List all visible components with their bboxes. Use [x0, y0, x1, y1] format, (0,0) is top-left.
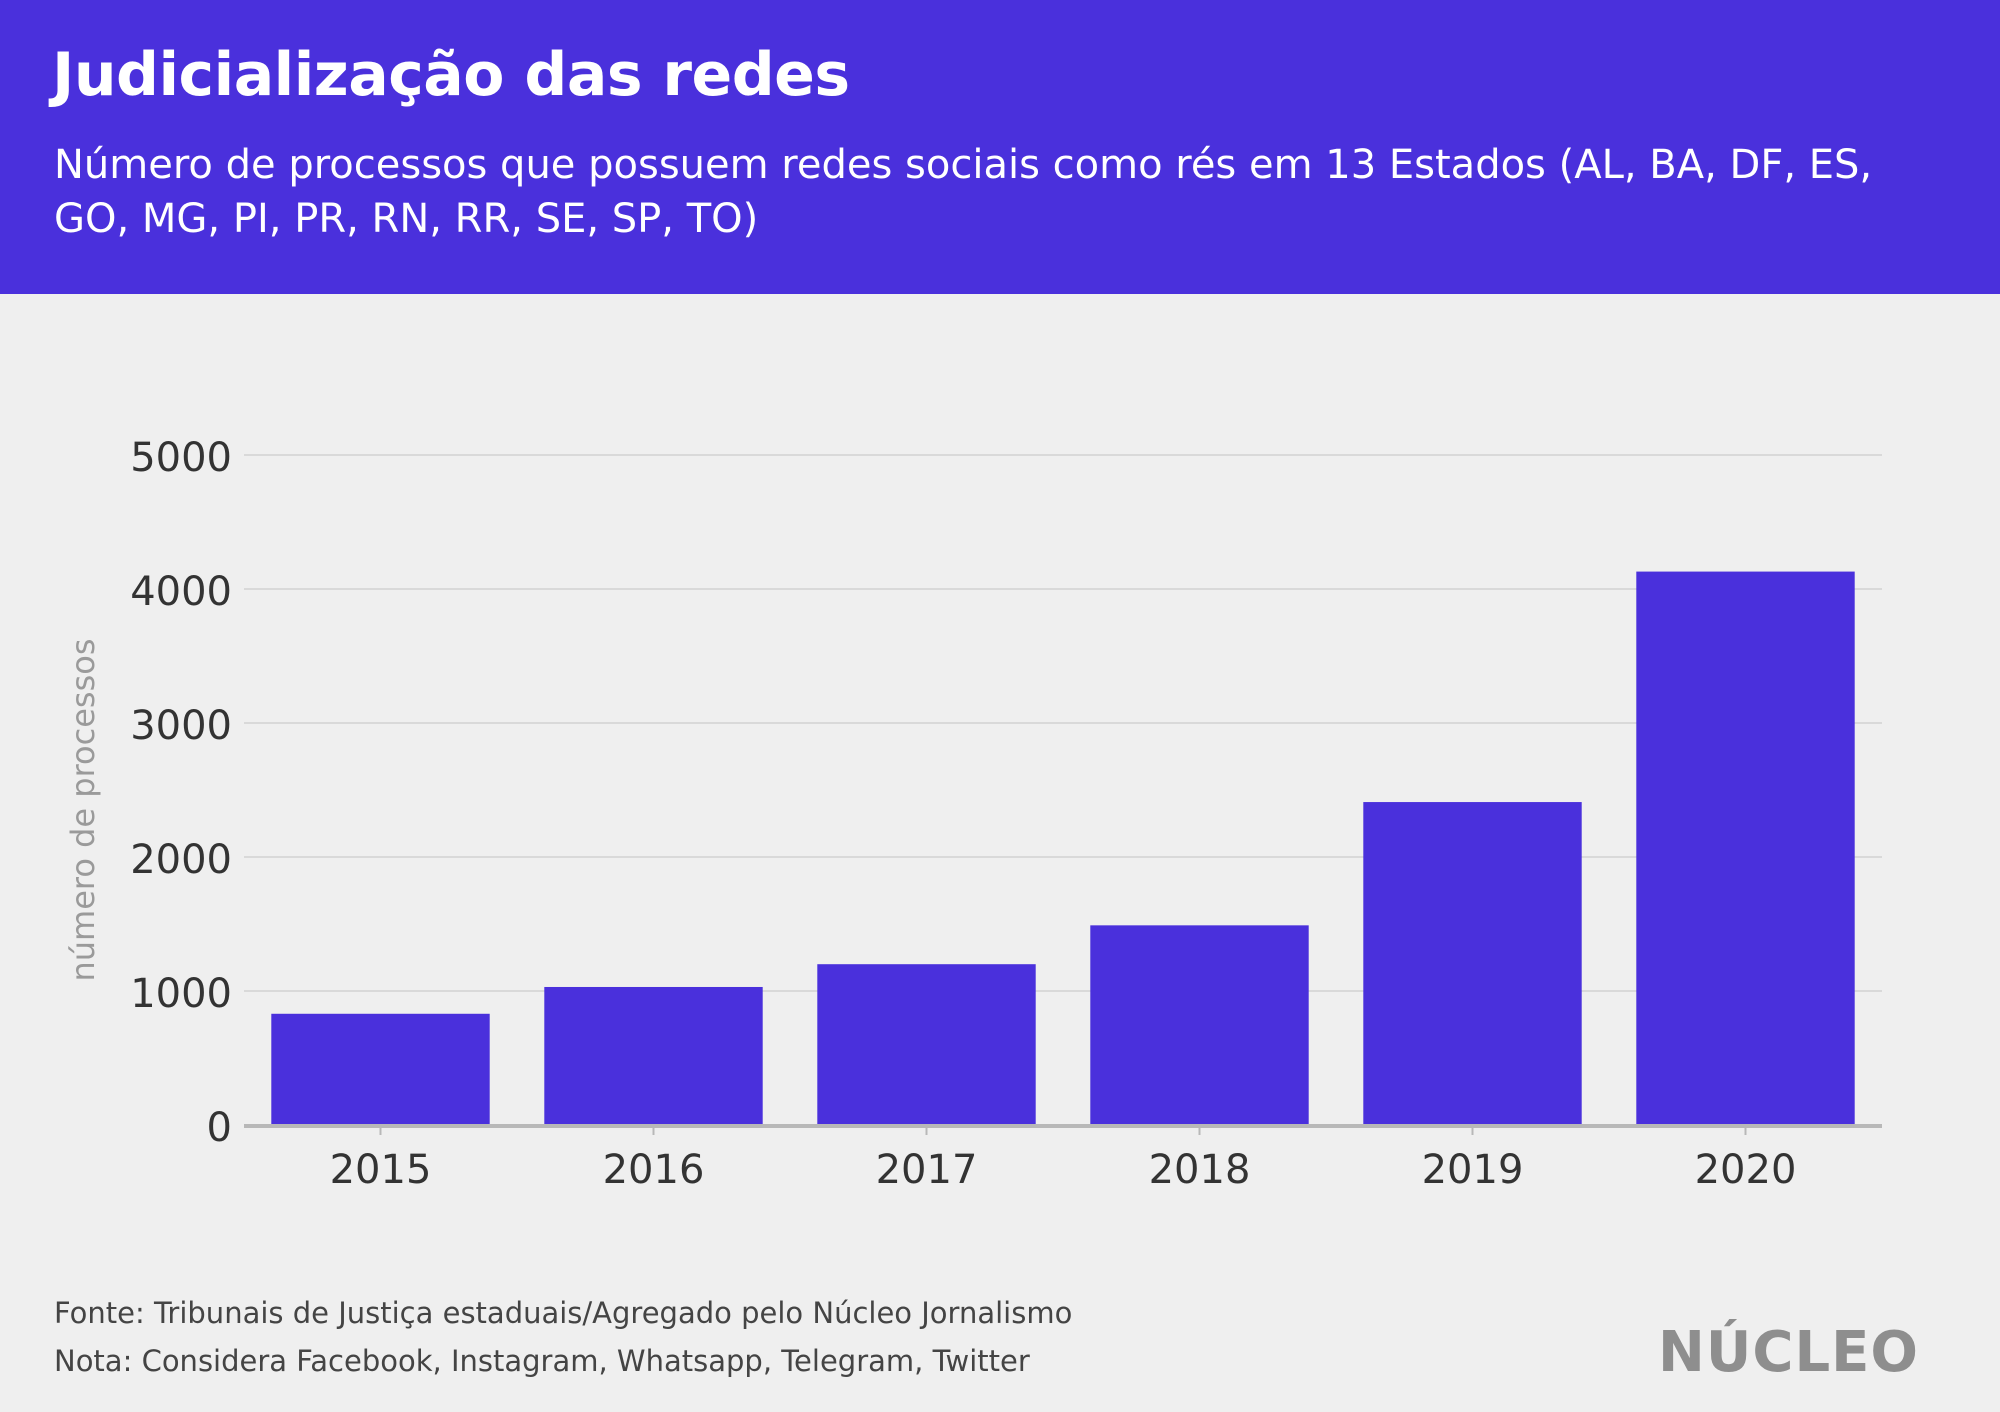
- x-tick-label: 2018: [1149, 1147, 1251, 1193]
- chart-subtitle: Número de processos que possuem redes so…: [54, 142, 1873, 242]
- source-note: Fonte: Tribunais de Justiça estaduais/Ag…: [54, 1296, 1073, 1330]
- x-tick-label: 2019: [1422, 1147, 1524, 1193]
- y-tick-label: 1000: [130, 971, 232, 1017]
- bar-2020: [1636, 571, 1855, 1125]
- y-tick-label: 5000: [130, 435, 232, 481]
- y-tick-label: 3000: [130, 703, 232, 749]
- y-axis-label: número de processos: [64, 638, 102, 981]
- bar-2018: [1090, 925, 1309, 1125]
- y-tick-label: 0: [207, 1105, 232, 1151]
- bar-2017: [817, 964, 1036, 1125]
- x-tick-label: 2015: [330, 1147, 432, 1193]
- chart-title: Judicialização das redes: [52, 40, 850, 110]
- header-banner: Judicialização das redes Número de proce…: [0, 0, 2000, 294]
- brand-logo: NÚCLEO: [1658, 1320, 1919, 1385]
- x-tick-label: 2017: [876, 1147, 978, 1193]
- bar-2016: [544, 986, 763, 1125]
- y-tick-label: 4000: [130, 569, 232, 615]
- x-tick-label: 2016: [603, 1147, 705, 1193]
- bar-2015: [271, 1013, 490, 1125]
- bar-2019: [1363, 802, 1582, 1125]
- x-tick-label: 2020: [1695, 1147, 1797, 1193]
- footnote: Nota: Considera Facebook, Instagram, Wha…: [54, 1344, 1030, 1378]
- y-tick-label: 2000: [130, 837, 232, 883]
